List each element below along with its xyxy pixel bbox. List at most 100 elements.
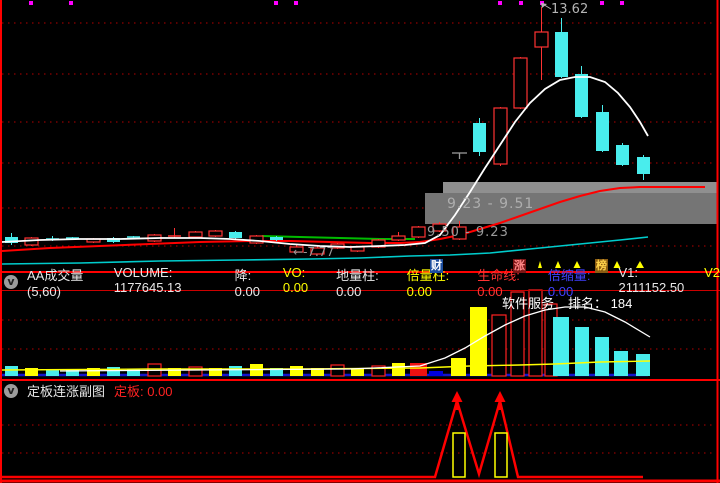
marker-dot [620, 1, 624, 5]
marker-dot [600, 1, 604, 5]
volume-bar [553, 317, 569, 376]
period-high-label: 13.62 [551, 2, 589, 17]
candle-body-down [270, 237, 283, 240]
volume-panel-header: v AA成交量(5,60) VOLUME: 1177645.13 降: 0.00 VO… [0, 265, 720, 299]
volume-bar [636, 354, 650, 376]
sector-rank-label: 软件服务 排名： 184 [502, 293, 632, 312]
candle-body-up [452, 226, 467, 240]
volume-bar [614, 351, 628, 376]
volume-bar [46, 369, 59, 376]
up-arrow-icon [451, 391, 463, 402]
up-triangle-marker [555, 261, 561, 268]
indicator-m-line [2, 396, 643, 479]
volume-header-item: 降: 0.00 [234, 267, 260, 299]
marker-dot [519, 1, 523, 5]
volume-bar [188, 366, 203, 377]
volume-bar [25, 368, 38, 376]
watermark-badge: 榜 [595, 259, 608, 273]
volume-ma-white [59, 306, 651, 372]
candle-body-up [513, 57, 528, 109]
candle-body-up [411, 226, 426, 238]
volume-indicator-values: AA成交量(5,60) VOLUME: 1177645.13 降: 0.00 VO: … [27, 265, 720, 299]
ma-line-white [1, 76, 649, 248]
volume-bar [575, 327, 589, 376]
subchart-value: 定板: 0.00 [114, 384, 173, 399]
candle-body-down [637, 157, 650, 174]
volume-header-item: V2 [704, 264, 720, 280]
left-arrow-icon: ← [293, 245, 304, 259]
gap-zone-label-high: 9.23 - 9.51 [447, 196, 535, 212]
volume-bar [371, 365, 386, 377]
volume-header-item: 倍缩量: 0.00 [547, 267, 591, 299]
candle-body-up [391, 235, 406, 241]
up-triangle-marker [538, 261, 542, 268]
candle-body-down [5, 237, 18, 243]
volume-bar [470, 307, 487, 376]
volume-header-item: 生命线: 0.00 [477, 267, 520, 299]
volume-bar [510, 291, 525, 377]
volume-bar [429, 371, 443, 376]
volume-header-item: VOLUME: 1177645.13 [113, 264, 182, 295]
candle-body-up [208, 230, 223, 237]
candle-body-down [473, 123, 486, 152]
volume-bar [270, 368, 283, 376]
volume-bar [5, 366, 18, 376]
volume-bar [209, 368, 222, 376]
volume-bar [311, 368, 324, 376]
candle-body-down [555, 32, 568, 77]
sector-name: 软件服务 [502, 296, 555, 311]
volume-bar [330, 364, 345, 377]
volume-bar [290, 366, 303, 376]
up-triangle-marker [613, 261, 621, 268]
volume-header-item: 地量柱: 0.00 [336, 267, 379, 299]
candle-body-up [371, 239, 386, 248]
marker-dot [498, 1, 502, 5]
volume-ma-yellow [1, 360, 651, 371]
marker-dot [29, 1, 33, 5]
volume-bar [107, 367, 120, 376]
subchart-panel-header: v 定板连涨副图 定板: 0.00 [0, 382, 720, 399]
marker-dot [294, 1, 298, 5]
candle-body-up [289, 246, 304, 253]
subchart-title: 定板连涨副图 [27, 384, 106, 399]
candle-body-down [616, 145, 629, 165]
watermark-badge: 财 [430, 259, 443, 273]
high-arrowhead [541, 3, 547, 8]
up-arrow-icon [494, 391, 506, 402]
candle-body-up [310, 247, 325, 255]
signal-rect [494, 432, 508, 478]
volume-header-item: V1: 2111152.50 [618, 264, 685, 295]
candle-body-down [229, 232, 242, 238]
volume-bar [229, 366, 242, 376]
volume-bar [351, 368, 364, 376]
marker-dot [274, 1, 278, 5]
volume-bar [491, 314, 507, 377]
marker-dot [540, 1, 544, 5]
volume-bar [168, 368, 181, 376]
candle-body-down [596, 112, 609, 151]
candle-body-up [188, 231, 203, 238]
collapse-chevron-icon[interactable]: v [4, 274, 18, 289]
volume-bar [87, 368, 100, 376]
watermark-badge: 涨 [513, 259, 526, 273]
volume-bar [127, 369, 140, 376]
collapse-chevron-icon[interactable]: v [4, 383, 18, 398]
up-triangle-marker [573, 261, 581, 268]
marker-dot [69, 1, 73, 5]
candle-body-up [534, 31, 549, 48]
ma-line-red [1, 186, 705, 252]
gap-zone-box [443, 182, 717, 193]
volume-header-item: VO: 0.00 [282, 264, 309, 295]
signal-rect [452, 432, 466, 478]
gap-zone-label-low: 9.50 - 9.23 [427, 225, 509, 240]
volume-header-item: AA成交量(5,60) [27, 267, 84, 299]
volume-bar [66, 369, 79, 376]
up-triangle-marker [636, 261, 644, 268]
volume-bar [392, 363, 405, 376]
volume-bar [595, 337, 609, 376]
sector-rank: 排名： 184 [568, 296, 633, 311]
candle-body-down [107, 238, 120, 242]
drop-value-label: ←-7.77 [293, 245, 335, 259]
